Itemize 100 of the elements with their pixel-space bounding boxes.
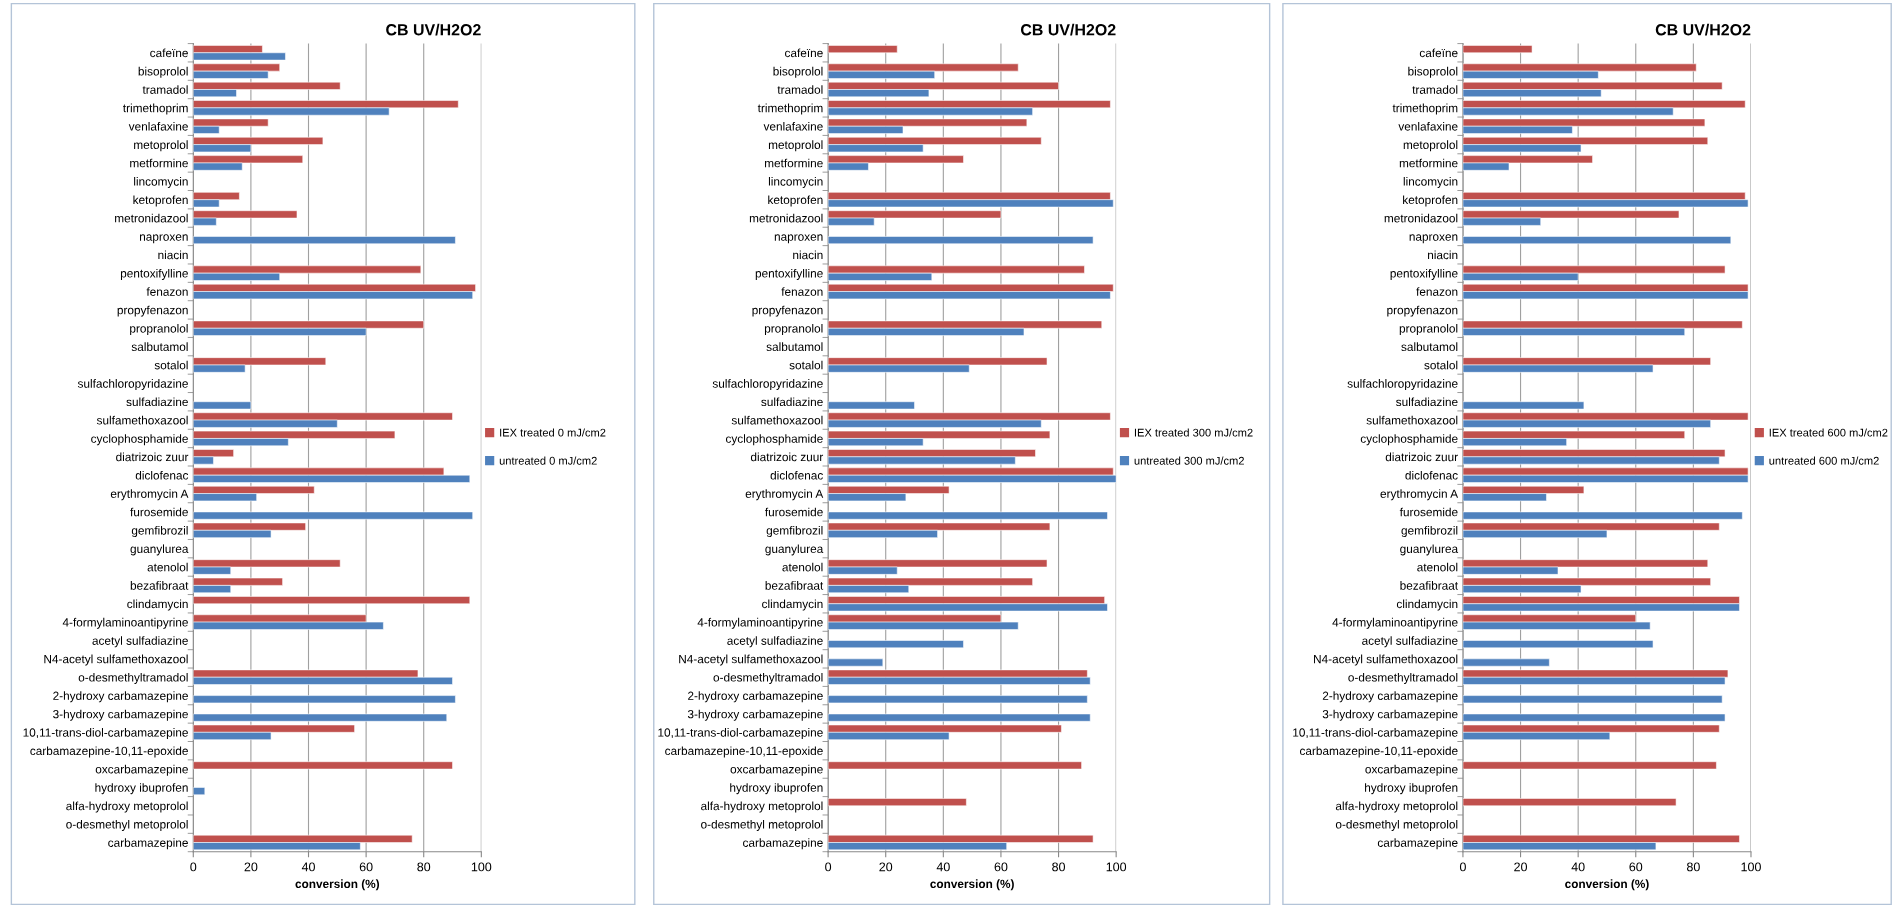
y-tick-label: tramadol: [777, 85, 823, 94]
y-tick-label: propranolol: [1399, 323, 1458, 335]
y-tick-label: sulfadiazine: [126, 397, 188, 407]
y-tick-label: tramadol: [1412, 85, 1458, 94]
x-tick-label: 100: [1106, 862, 1127, 872]
y-tick-label: diclofenac: [770, 470, 823, 480]
bar: [1462, 236, 1732, 245]
y-tick-label: cyclophosphamide: [725, 434, 823, 446]
legend-label: IEX treated 600 mJ/cm2: [1769, 428, 1888, 437]
chart-title: CB UV/H2O2: [1020, 23, 1116, 36]
x-axis-title: conversion (%): [295, 879, 380, 891]
y-tick-label: propranolol: [764, 323, 823, 335]
x-tick-label: 60: [994, 862, 1008, 872]
y-tick-label: cafeïne: [785, 48, 823, 58]
bar: [193, 695, 456, 704]
y-tick-label: trimethoprim: [1392, 103, 1458, 115]
y-tick-label: N4-acetyl sulfamethoxazool: [44, 654, 188, 666]
bar: [1462, 511, 1743, 520]
y-tick-label: lincomycin: [134, 177, 188, 189]
y-tick-label: cafeïne: [150, 48, 188, 58]
y-tick-label: propyfenazon: [117, 305, 188, 317]
y-tick-label: naproxen: [1409, 234, 1458, 244]
y-tick-label: fenazon: [146, 287, 188, 296]
y-tick-label: N4-acetyl sulfamethoxazool: [1314, 654, 1458, 666]
bar: [828, 658, 884, 667]
x-tick-label: 40: [1571, 862, 1585, 872]
bar: [1462, 798, 1677, 807]
y-tick-label: 3-hydroxy carbamazepine: [1322, 709, 1458, 721]
x-tick-label: 80: [417, 862, 431, 872]
y-tick-label: pentoxifylline: [1390, 268, 1458, 280]
y-tick-label: diatrizoic zuur: [116, 452, 189, 462]
chart-title: CB UV/H2O2: [386, 23, 481, 36]
bar: [1462, 640, 1654, 649]
x-tick-label: 20: [244, 862, 258, 872]
x-tick-label: 40: [301, 862, 315, 872]
y-tick-label: bezafibraat: [130, 581, 189, 590]
y-tick-label: clindamycin: [762, 599, 823, 611]
chart-title: CB UV/H2O2: [1655, 23, 1751, 36]
y-tick-label: furosemide: [1399, 507, 1458, 517]
y-tick-label: 2-hydroxy carbamazepine: [1322, 691, 1458, 703]
bar: [828, 401, 915, 410]
y-tick-label: venlafaxine: [763, 121, 823, 131]
legend-label: IEX treated 300 mJ/cm2: [1134, 428, 1253, 437]
y-tick-label: ketoprofen: [1403, 195, 1458, 207]
x-tick-label: 40: [936, 862, 950, 872]
y-tick-label: carbamazepine-10,11-epoxide: [1299, 746, 1458, 758]
y-tick-label: hydroxy ibuprofen: [95, 783, 188, 795]
x-tick-label: 0: [1459, 862, 1466, 872]
y-tick-label: 3-hydroxy carbamazepine: [687, 709, 823, 721]
y-tick-label: erythromycin A: [1380, 489, 1459, 501]
y-tick-label: oxcarbamazepine: [1365, 764, 1458, 776]
y-tick-label: pentoxifylline: [755, 268, 823, 280]
bar: [193, 596, 471, 605]
bar: [1462, 695, 1723, 704]
bar: [828, 713, 1091, 722]
x-tick-label: 100: [1741, 862, 1761, 872]
y-tick-label: o-desmethyl metoprolol: [701, 819, 823, 831]
y-tick-label: sotalol: [789, 360, 823, 370]
y-tick-label: tramadol: [142, 85, 188, 94]
y-tick-label: acetyl sulfadiazine: [1362, 636, 1458, 648]
y-tick-label: atenolol: [147, 562, 188, 572]
y-tick-label: sulfachloropyridazine: [77, 379, 188, 391]
y-tick-label: carbamazepine: [1377, 838, 1458, 850]
y-tick-label: 4-formylaminoantipyrine: [62, 617, 188, 629]
x-tick-label: 20: [1514, 862, 1528, 872]
bar: [193, 713, 448, 722]
y-tick-label: hydroxy ibuprofen: [730, 783, 823, 795]
y-tick-label: salbutamol: [1401, 342, 1458, 352]
y-tick-label: bezafibraat: [1400, 581, 1458, 590]
bar: [1462, 401, 1585, 410]
y-tick-label: metoprolol: [134, 140, 188, 152]
y-tick-label: trimethoprim: [757, 103, 823, 115]
y-tick-label: o-desmethyltramadol: [1348, 672, 1458, 684]
x-tick-label: 80: [1052, 862, 1066, 872]
bar: [193, 511, 473, 520]
y-tick-label: venlafaxine: [1398, 121, 1458, 131]
y-tick-label: 2-hydroxy carbamazepine: [53, 691, 188, 703]
y-tick-label: hydroxy ibuprofen: [1365, 783, 1458, 795]
x-tick-label: 0: [190, 862, 197, 872]
y-tick-label: erythromycin A: [110, 489, 189, 501]
y-tick-label: naproxen: [774, 234, 823, 244]
y-tick-label: metronidazool: [115, 213, 188, 223]
y-tick-label: gemfibrozil: [131, 526, 188, 538]
y-tick-label: sulfadiazine: [1396, 397, 1458, 407]
y-tick-label: bisoprolol: [773, 66, 823, 78]
x-tick-label: 60: [1629, 862, 1643, 872]
y-tick-label: alfa-hydroxy metoprolol: [1335, 801, 1458, 813]
bar: [828, 511, 1108, 520]
y-tick-label: cyclophosphamide: [91, 434, 188, 446]
y-tick-label: 10,11-trans-diol-carbamazepine: [23, 728, 188, 740]
y-tick-label: o-desmethyltramadol: [78, 672, 188, 684]
x-tick-label: 80: [1686, 862, 1700, 872]
legend-label: IEX treated 0 mJ/cm2: [500, 428, 606, 437]
y-tick-label: alfa-hydroxy metoprolol: [66, 801, 188, 813]
y-tick-label: diclofenac: [1405, 470, 1458, 480]
bar: [1462, 713, 1726, 722]
y-tick-label: cafeïne: [1419, 48, 1458, 58]
legend-label: untreated 0 mJ/cm2: [499, 456, 597, 465]
y-tick-label: erythromycin A: [745, 489, 824, 501]
y-tick-label: 2-hydroxy carbamazepine: [688, 691, 823, 703]
